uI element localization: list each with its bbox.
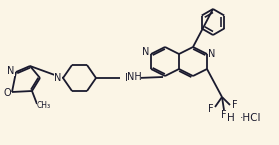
Text: F: F — [221, 110, 227, 120]
Text: ·HCl: ·HCl — [240, 113, 261, 123]
Text: CH₃: CH₃ — [37, 102, 51, 110]
Text: F: F — [232, 100, 238, 110]
Text: O: O — [3, 88, 11, 98]
Text: NH: NH — [125, 73, 140, 83]
Text: N: N — [142, 47, 150, 57]
Text: F: F — [208, 104, 214, 114]
Text: H: H — [227, 113, 235, 123]
Text: N: N — [54, 73, 62, 83]
Text: N: N — [7, 66, 15, 76]
Text: N: N — [208, 49, 216, 59]
Text: NH: NH — [127, 72, 141, 82]
